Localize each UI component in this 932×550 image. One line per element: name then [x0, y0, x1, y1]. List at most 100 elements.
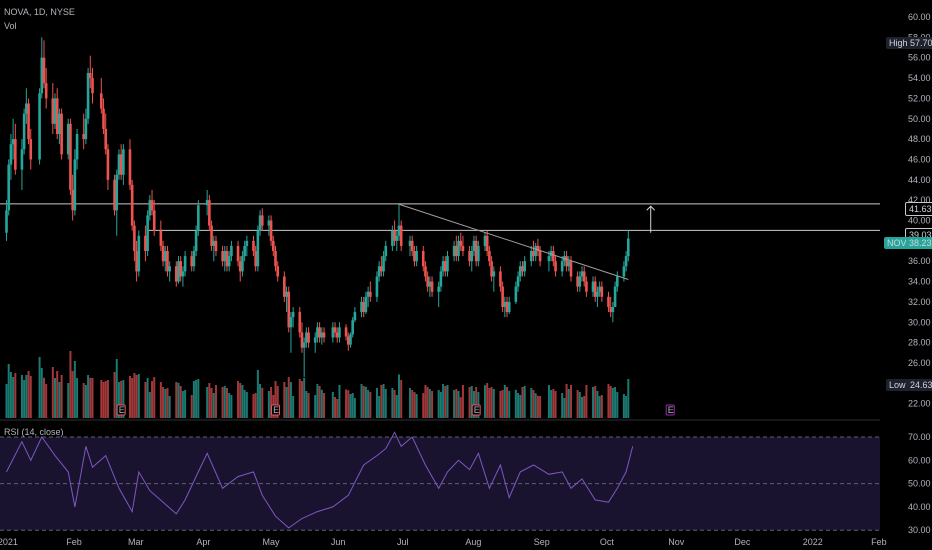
rsi-tick-label: 30.00	[908, 525, 931, 535]
candle-body	[320, 332, 324, 338]
rsi-axis[interactable]: 70.00 60.00 50.00 40.00 30.00	[908, 432, 931, 535]
candle-body	[300, 332, 304, 348]
candle-body	[51, 98, 55, 124]
candle-body	[492, 271, 496, 277]
candle-body	[190, 256, 194, 267]
candle-body	[122, 149, 125, 175]
candle-body	[20, 149, 24, 170]
volume-bar	[554, 391, 557, 418]
volume-bar	[298, 379, 301, 418]
volume-bar	[9, 372, 12, 418]
candle-body	[130, 184, 134, 226]
candle-body	[472, 240, 476, 252]
volume-bar	[115, 359, 118, 418]
price-axis[interactable]: 60.0058.0056.0054.0052.0050.0048.0046.00…	[908, 12, 931, 409]
volume-bar	[455, 389, 458, 418]
volume-bar	[594, 386, 597, 418]
price-tick-label: 40.00	[908, 216, 931, 226]
volume-legend[interactable]: Vol	[4, 21, 17, 31]
trendline	[398, 203, 629, 280]
candle-body	[192, 251, 196, 267]
volume-bar	[184, 390, 187, 418]
rsi-pane	[6, 431, 634, 529]
volume-bar	[576, 390, 579, 418]
horizontal-levels[interactable]	[0, 203, 880, 231]
candle-body	[75, 134, 79, 160]
volume-bar	[91, 378, 94, 418]
candle-body	[168, 266, 171, 272]
candle-body	[382, 256, 385, 272]
volume-bar	[23, 380, 26, 418]
price-tick-label: 44.00	[908, 175, 931, 185]
candle-body	[380, 266, 383, 272]
candle-body	[22, 113, 26, 150]
volume-bar	[426, 387, 429, 418]
candle-body	[53, 98, 57, 124]
candle-body	[82, 134, 85, 140]
candle-body	[14, 139, 17, 170]
volume-bar	[181, 391, 184, 418]
earnings-marker	[271, 404, 281, 416]
volume-bar	[223, 386, 226, 418]
candle-body	[600, 286, 604, 297]
time-axis[interactable]: 2021 Feb Mar Apr May Jun Jul Aug Sep Oct Nov Dec 202…	[0, 537, 887, 547]
candle-body	[161, 245, 165, 262]
volume-bar	[536, 395, 539, 418]
volume-bar	[289, 382, 292, 418]
candle-body	[223, 251, 227, 262]
volume-bar	[351, 393, 354, 418]
earnings-marker-letter: E	[273, 405, 279, 415]
volume-bar	[243, 390, 246, 418]
candle-body	[148, 200, 152, 216]
candle-body	[560, 261, 564, 272]
time-tick-label: Apr	[196, 537, 210, 547]
volume-bar	[415, 394, 418, 418]
candle-body	[364, 296, 368, 313]
candle-body	[322, 332, 326, 338]
volume-bar	[71, 371, 74, 418]
volume-bar	[457, 391, 460, 418]
volume-bar	[338, 385, 341, 418]
volume-bar	[42, 377, 45, 418]
low-tag-label: Low	[886, 379, 909, 391]
volume-bar	[483, 385, 486, 418]
candle-body	[29, 139, 33, 160]
volume-bar	[237, 381, 240, 418]
candle-body	[346, 336, 350, 345]
candle-body	[58, 113, 61, 135]
candle-body	[137, 235, 141, 272]
candle-body	[569, 261, 573, 277]
volume-bar	[159, 382, 162, 418]
volume-bar	[287, 377, 290, 418]
candle-body	[150, 200, 154, 211]
volume-bar	[550, 390, 553, 418]
volume-bar	[422, 393, 425, 418]
time-tick-label: Aug	[465, 537, 481, 547]
candle-body	[104, 128, 108, 150]
volume-bar	[578, 392, 581, 418]
price-tick-label: 46.00	[908, 154, 931, 164]
time-tick-label: 2021	[0, 537, 18, 547]
volume-bar	[197, 379, 200, 418]
low-tag-value: 24.63	[907, 379, 932, 391]
volume-bar	[581, 397, 584, 418]
candle-body	[115, 174, 119, 211]
volume-bar	[364, 386, 367, 418]
volume-bar	[411, 390, 414, 418]
volume-bar	[20, 375, 23, 418]
candle-body	[260, 215, 264, 226]
candle-body	[42, 57, 46, 84]
drawings[interactable]	[398, 203, 656, 280]
volume-bar	[60, 375, 63, 418]
price-tick-label: 60.00	[908, 12, 931, 22]
time-tick-label: Jul	[397, 537, 409, 547]
symbol-legend[interactable]: NOVA, 1D, NYSE	[4, 7, 75, 17]
candle-body	[593, 281, 597, 297]
candle-body	[212, 240, 216, 246]
candle-body	[353, 312, 357, 321]
volume-bar	[384, 389, 387, 418]
candle-body	[9, 144, 13, 165]
rsi-legend[interactable]: RSI (14, close)	[4, 427, 64, 437]
